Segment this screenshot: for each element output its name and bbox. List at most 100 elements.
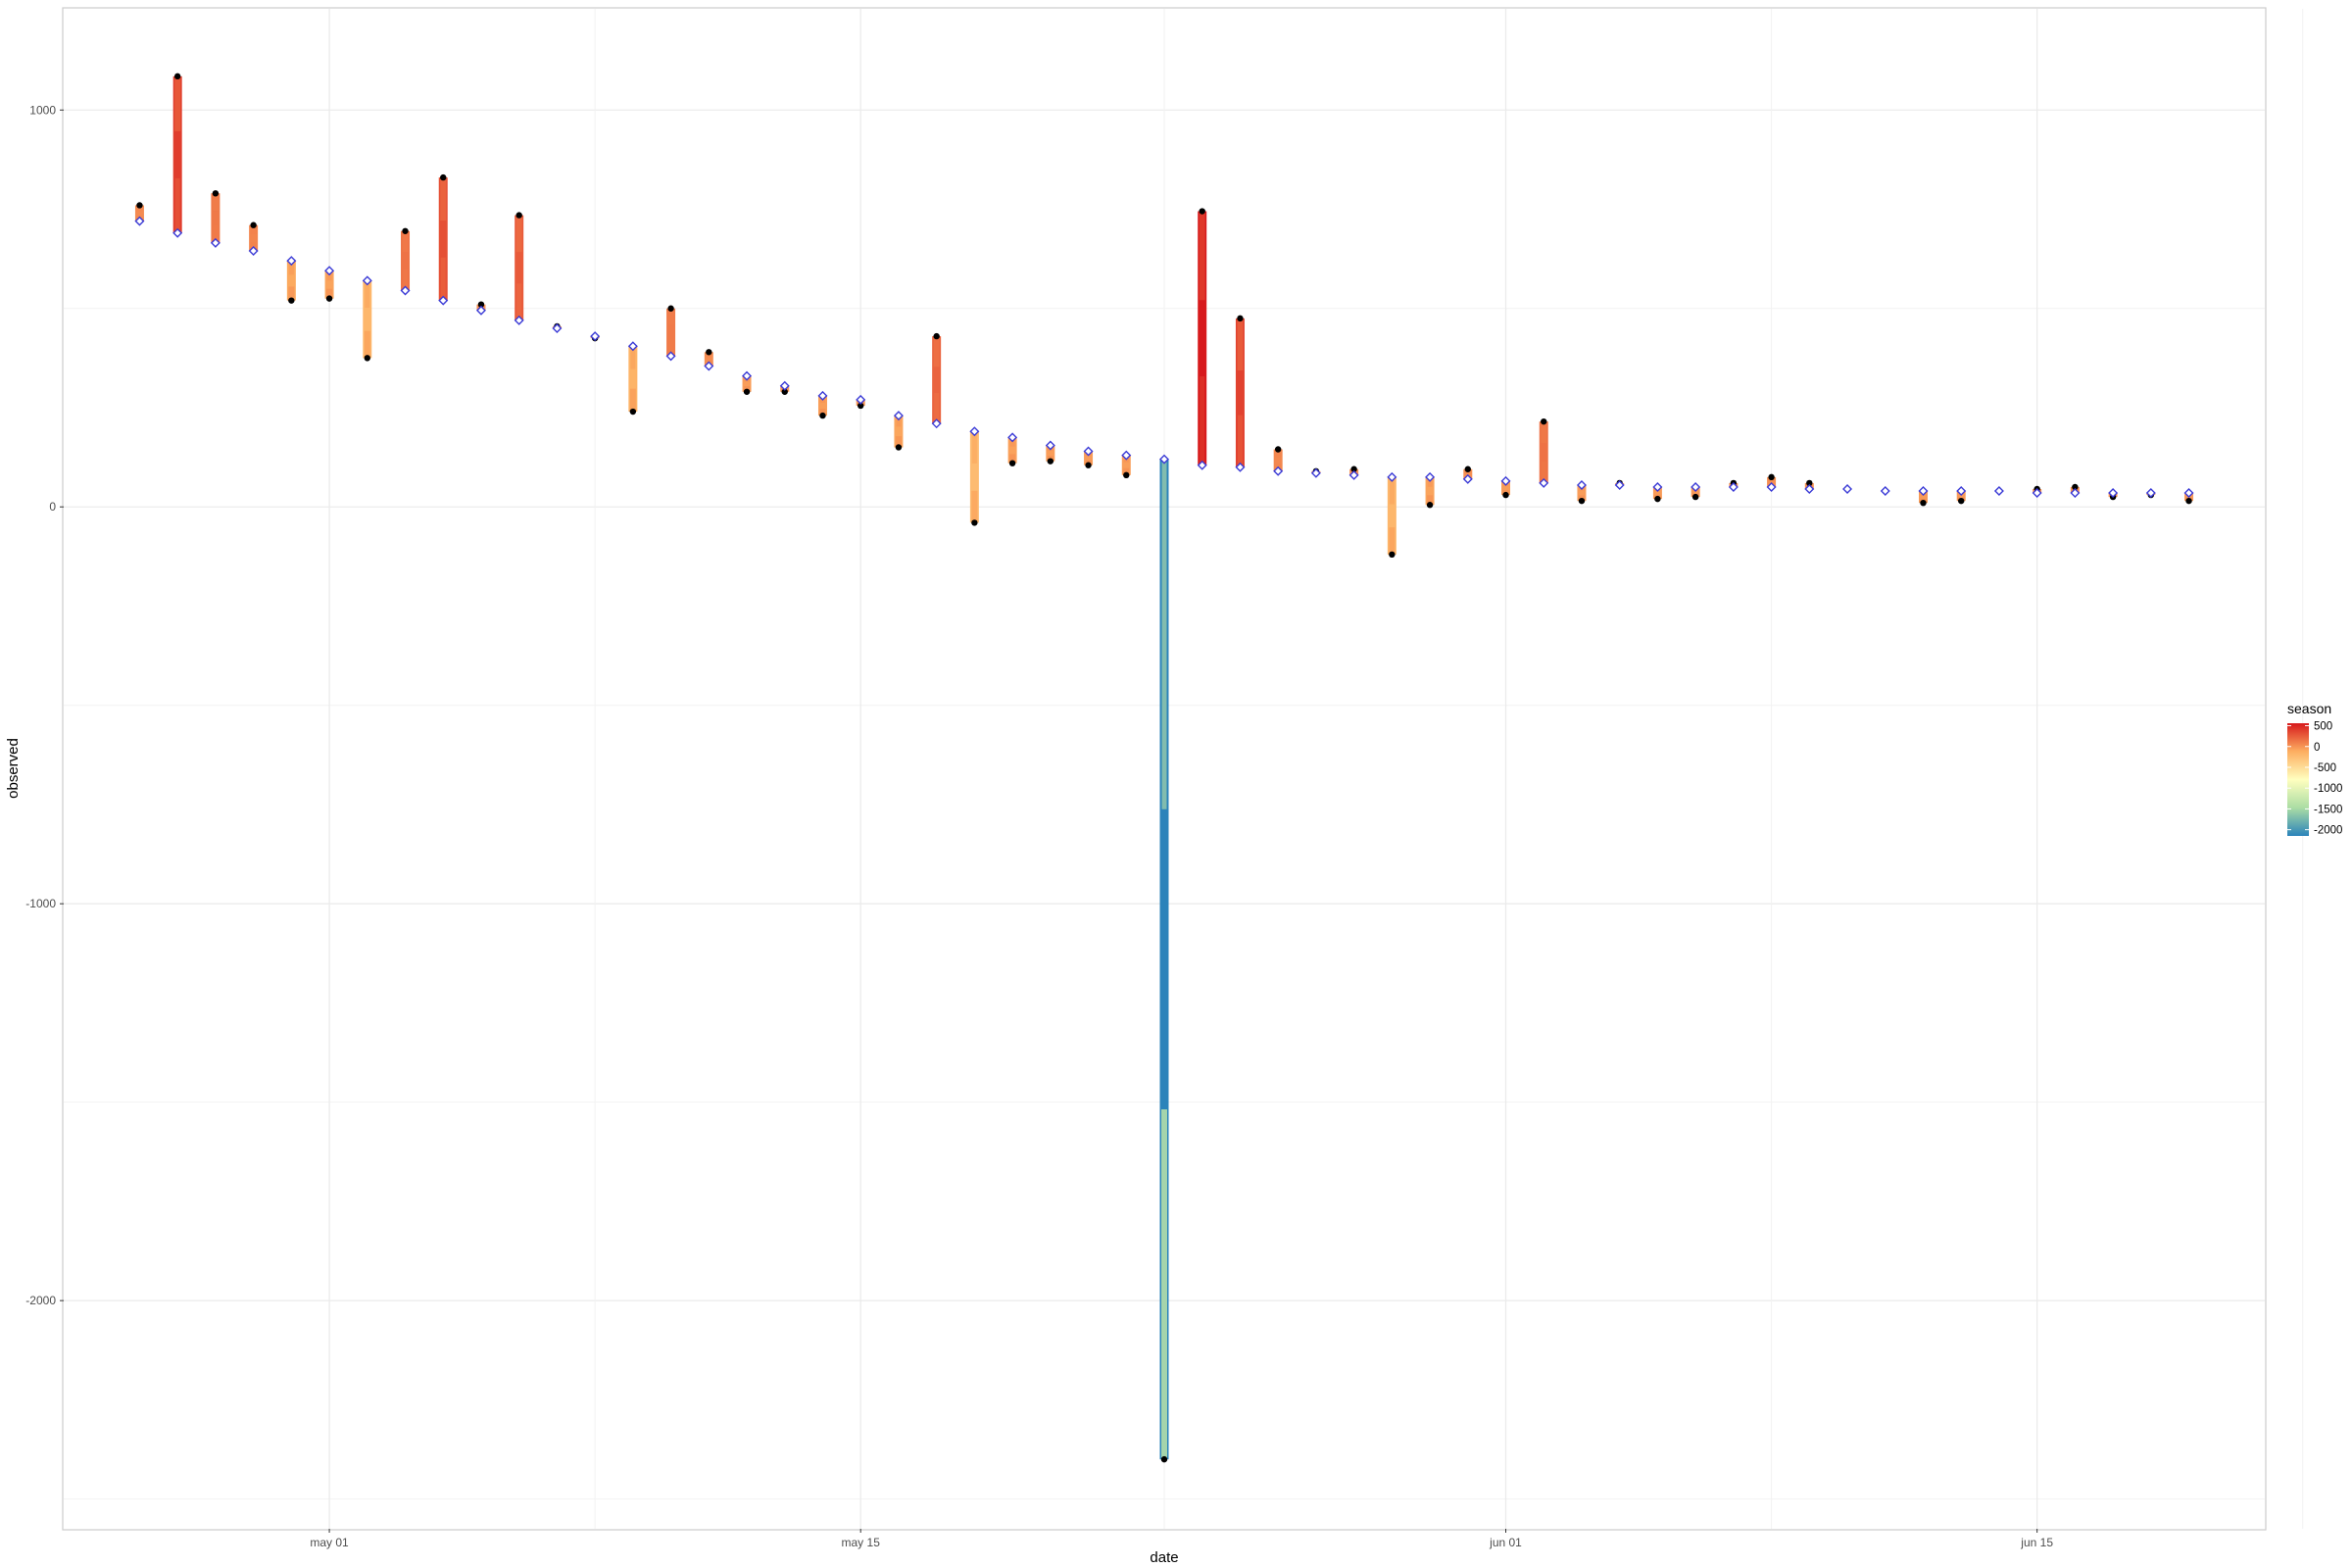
- trend-point: [1425, 471, 1436, 482]
- trend-point: [438, 295, 449, 306]
- observed-point: [1426, 502, 1434, 509]
- trend-point: [1159, 454, 1169, 465]
- x-tick-label: may 01: [310, 1536, 349, 1549]
- trend-point: [1993, 486, 2004, 497]
- trend-point: [1614, 479, 1625, 490]
- x-tick-label: may 15: [842, 1536, 881, 1549]
- trend-point: [1766, 481, 1777, 492]
- trend-point: [817, 390, 828, 401]
- data-marks: [134, 73, 2194, 1463]
- legend: season 500 0 -500 -1000 -1500 -2000: [2287, 701, 2342, 837]
- trend-point: [1652, 481, 1663, 492]
- trend-point: [324, 266, 335, 276]
- observed-point: [212, 190, 220, 197]
- observed-point: [1464, 466, 1471, 472]
- observed-point: [1541, 417, 1547, 425]
- y-axis-ticks: -2000 -1000 0 1000: [25, 103, 64, 1307]
- trend-point: [1045, 440, 1055, 451]
- legend-title: season: [2287, 701, 2331, 716]
- trend-point: [1007, 432, 1018, 443]
- observed-point: [1806, 479, 1813, 487]
- trend-point: [704, 361, 714, 371]
- trend-point: [1235, 462, 1246, 472]
- y-tick-label: -2000: [25, 1294, 56, 1307]
- observed-point: [1274, 446, 1282, 453]
- y-tick-label: 0: [49, 500, 56, 514]
- trend-point: [893, 411, 904, 421]
- trend-point: [1690, 481, 1701, 492]
- trend-point: [779, 380, 790, 391]
- trend-point: [514, 315, 524, 325]
- observed-point: [1160, 1455, 1168, 1463]
- observed-point: [173, 73, 181, 80]
- trend-point: [210, 237, 220, 248]
- trend-point: [248, 246, 259, 257]
- trend-point: [1728, 481, 1739, 492]
- observed-point: [1768, 473, 1775, 481]
- legend-label: 500: [2314, 721, 2332, 733]
- trend-point: [1121, 450, 1132, 461]
- observed-point: [288, 297, 295, 304]
- trend-point: [1539, 477, 1549, 488]
- trend-point: [2070, 488, 2081, 499]
- y-tick-label: -1000: [25, 897, 56, 910]
- observed-point: [136, 202, 143, 209]
- observed-point: [1958, 497, 1965, 505]
- observed-point: [2072, 483, 2079, 491]
- observed-point: [895, 444, 903, 451]
- observed-point: [364, 355, 370, 362]
- trend-point: [1462, 473, 1473, 484]
- trend-point: [742, 370, 753, 381]
- x-tick-label: jun 15: [2020, 1536, 2053, 1549]
- observed-point: [971, 519, 978, 526]
- observed-point: [1502, 491, 1509, 499]
- trend-point: [1197, 460, 1207, 470]
- observed-point: [1350, 466, 1357, 472]
- x-axis-ticks: may 01 may 15 jun 01 jun 15: [310, 1529, 2053, 1549]
- trend-point: [590, 331, 601, 342]
- observed-point: [706, 349, 712, 356]
- observed-point: [819, 412, 826, 419]
- trend-point: [362, 275, 372, 286]
- trend-point: [1576, 479, 1587, 490]
- x-tick-label: jun 01: [1489, 1536, 1522, 1549]
- trend-point: [1842, 484, 1853, 494]
- observed-point: [2185, 497, 2192, 505]
- observed-point: [1654, 495, 1661, 503]
- trend-point: [400, 285, 411, 296]
- observed-point: [781, 388, 788, 395]
- trend-point: [1918, 486, 1929, 497]
- observed-point: [325, 295, 333, 302]
- observed-point: [629, 408, 637, 416]
- trend-point: [1273, 466, 1284, 476]
- trend-point: [969, 426, 980, 437]
- observed-point: [743, 388, 751, 395]
- trend-point: [1310, 467, 1321, 478]
- trend-point: [1804, 484, 1815, 494]
- trend-point: [172, 227, 183, 238]
- observed-point: [667, 305, 674, 312]
- observed-point: [1237, 315, 1244, 322]
- legend-label: -2000: [2314, 825, 2342, 837]
- observed-point: [1085, 462, 1092, 468]
- observed-point: [1199, 208, 1205, 215]
- trend-point: [1083, 446, 1094, 457]
- trend-point: [1387, 471, 1397, 482]
- observed-point: [1047, 458, 1054, 465]
- observed-point: [1691, 493, 1699, 501]
- trend-point: [2183, 488, 2194, 499]
- observed-point: [1008, 460, 1016, 466]
- y-tick-label: 1000: [29, 103, 56, 117]
- trend-point: [665, 351, 676, 362]
- legend-label: 0: [2314, 742, 2320, 754]
- observed-point: [402, 227, 409, 234]
- trend-point: [856, 394, 866, 405]
- observed-point: [440, 173, 447, 181]
- trend-point: [2145, 488, 2156, 499]
- trend-point: [1956, 486, 1967, 497]
- observed-point: [250, 221, 257, 228]
- x-axis-title: date: [1150, 1549, 1178, 1566]
- observed-point: [1123, 471, 1130, 479]
- observed-point: [858, 402, 864, 410]
